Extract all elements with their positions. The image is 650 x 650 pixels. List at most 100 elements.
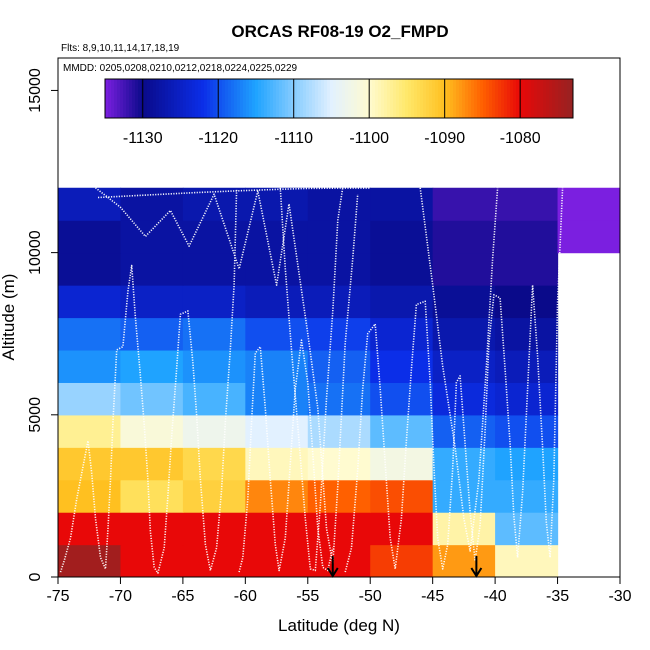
colorbar-strip bbox=[534, 79, 538, 118]
flight-track bbox=[238, 339, 334, 573]
heatmap-cell bbox=[432, 220, 496, 254]
colorbar-strip bbox=[309, 79, 313, 118]
colorbar-strip bbox=[138, 79, 142, 118]
heatmap-cell bbox=[120, 479, 184, 513]
colorbar-strip bbox=[435, 79, 439, 118]
colorbar-frame bbox=[104, 78, 574, 119]
colorbar-strip bbox=[273, 79, 277, 118]
colorbar-strip bbox=[180, 79, 184, 118]
colorbar-strip bbox=[504, 79, 508, 118]
heatmap-cell bbox=[370, 252, 434, 286]
heatmap-cell bbox=[120, 447, 184, 481]
heatmap-cell bbox=[120, 187, 184, 221]
colorbar-strip bbox=[225, 79, 229, 118]
colorbar-strip bbox=[165, 79, 169, 118]
x-tick-label: -75 bbox=[46, 588, 69, 605]
colorbar-strip bbox=[552, 79, 556, 118]
colorbar-strip bbox=[570, 79, 574, 118]
colorbar-strip bbox=[198, 79, 202, 118]
colorbar-strip bbox=[240, 79, 244, 118]
colorbar-strip bbox=[195, 79, 199, 118]
colorbar-strip bbox=[105, 79, 109, 118]
colorbar-tick-label: -1100 bbox=[349, 130, 389, 147]
colorbar-strip bbox=[387, 79, 391, 118]
colorbar-strip bbox=[129, 79, 133, 118]
colorbar-strip bbox=[438, 79, 442, 118]
heatmap-cell bbox=[307, 187, 371, 221]
heatmap-cell bbox=[120, 544, 184, 577]
colorbar-strip bbox=[555, 79, 559, 118]
heatmap-cell bbox=[58, 187, 122, 221]
x-tick-label: -70 bbox=[109, 588, 132, 605]
colorbar-strip bbox=[426, 79, 430, 118]
colorbar-strip bbox=[375, 79, 379, 118]
arrow-head bbox=[470, 567, 483, 578]
heatmap-cell bbox=[120, 414, 184, 448]
heatmap-cell bbox=[495, 479, 559, 513]
colorbar-strip bbox=[549, 79, 553, 118]
colorbar-strip bbox=[228, 79, 232, 118]
colorbar-strip bbox=[348, 79, 352, 118]
colorbar-strip bbox=[396, 79, 400, 118]
heatmap-cell bbox=[432, 447, 496, 481]
colorbar-strip bbox=[324, 79, 328, 118]
flights-note: Flts: 8,9,10,11,14,17,18,19 bbox=[61, 43, 180, 54]
heatmap-cell bbox=[182, 187, 246, 221]
colorbar-strip bbox=[339, 79, 343, 118]
x-axis-label: Latitude (deg N) bbox=[278, 616, 400, 635]
colorbar-strip bbox=[471, 79, 475, 118]
colorbar-strip bbox=[291, 79, 295, 118]
colorbar-tick-label: -1110 bbox=[274, 130, 313, 147]
heatmap-cell bbox=[495, 414, 559, 448]
plot-frame bbox=[57, 57, 621, 578]
x-tick-label: -30 bbox=[608, 588, 631, 605]
heatmap-cell bbox=[58, 285, 122, 319]
colorbar-strip bbox=[288, 79, 292, 118]
colorbar-strip bbox=[540, 79, 544, 118]
heatmap-cell bbox=[120, 252, 184, 286]
colorbar-strip bbox=[513, 79, 517, 118]
colorbar-strip bbox=[186, 79, 190, 118]
flight-tracks bbox=[59, 187, 564, 574]
heatmap-cell bbox=[58, 479, 122, 513]
colorbar-strip bbox=[321, 79, 325, 118]
colorbar-strip bbox=[126, 79, 130, 118]
arrow-head bbox=[326, 567, 339, 578]
colorbar-strip bbox=[429, 79, 433, 118]
heatmap-cell bbox=[307, 479, 371, 513]
colorbar-strip bbox=[525, 79, 529, 118]
heatmap-cell bbox=[120, 220, 184, 254]
heatmap-cell bbox=[307, 317, 371, 351]
colorbar-strip bbox=[462, 79, 466, 118]
colorbar-strip bbox=[441, 79, 445, 118]
heatmap-cell bbox=[245, 479, 309, 513]
heatmap-cell bbox=[182, 220, 246, 254]
x-tick-label: -40 bbox=[484, 588, 507, 605]
heatmap-cell bbox=[432, 285, 496, 319]
colorbar-strip bbox=[393, 79, 397, 118]
colorbar-strip bbox=[267, 79, 271, 118]
colorbar-strip bbox=[342, 79, 346, 118]
heatmap-cells bbox=[58, 187, 620, 577]
colorbar-strip bbox=[237, 79, 241, 118]
colorbar-strip bbox=[537, 79, 541, 118]
colorbar-strip bbox=[354, 79, 358, 118]
heatmap-cell bbox=[245, 187, 309, 221]
colorbar-strip bbox=[489, 79, 493, 118]
colorbar-strip bbox=[183, 79, 187, 118]
heatmap-cell bbox=[495, 447, 559, 481]
heatmap-cell bbox=[307, 252, 371, 286]
colorbar-strip bbox=[363, 79, 367, 118]
colorbar-strip bbox=[189, 79, 193, 118]
colorbar-strip bbox=[330, 79, 334, 118]
heatmap-cell bbox=[557, 220, 620, 254]
heatmap-cell bbox=[370, 220, 434, 254]
colorbar-strip bbox=[213, 79, 217, 118]
colorbar-strip bbox=[507, 79, 511, 118]
colorbar-strip bbox=[132, 79, 136, 118]
colorbar-strip bbox=[546, 79, 550, 118]
colorbar-strip bbox=[483, 79, 487, 118]
heatmap-cell bbox=[370, 544, 434, 577]
colorbar-strip bbox=[264, 79, 268, 118]
heatmap-cell bbox=[495, 285, 559, 319]
